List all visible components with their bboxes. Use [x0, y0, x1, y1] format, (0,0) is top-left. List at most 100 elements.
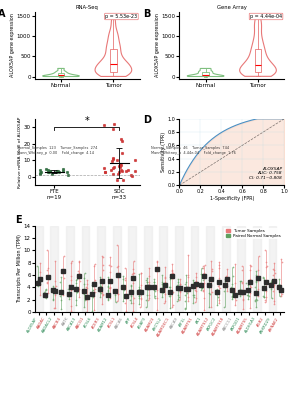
Point: [77, 278, 82, 284]
Point: [152, 294, 157, 301]
Point: [129, 282, 133, 288]
Point: [77, 274, 81, 280]
Text: p = 5.53e-23: p = 5.53e-23: [105, 14, 137, 19]
Point: [131, 276, 135, 282]
PathPatch shape: [110, 49, 117, 72]
Point: [113, 287, 118, 293]
Point: [152, 279, 157, 286]
Point: [176, 296, 181, 302]
Point: [176, 285, 180, 291]
Point: [230, 281, 235, 287]
Point: [84, 284, 89, 291]
Point: [167, 291, 172, 298]
Point: [144, 277, 148, 284]
Point: [209, 268, 214, 275]
Point: [45, 280, 50, 286]
PathPatch shape: [202, 72, 209, 76]
Point: [240, 289, 245, 295]
Point: [193, 281, 197, 287]
Point: [246, 292, 251, 298]
Point: [207, 280, 212, 286]
Point: [76, 274, 81, 280]
Point: [146, 291, 151, 298]
Point: [153, 283, 157, 289]
Point: [230, 295, 234, 302]
Text: D: D: [143, 116, 151, 126]
Point: [35, 282, 39, 289]
Point: [44, 286, 48, 293]
Point: [136, 288, 141, 294]
Point: [269, 278, 273, 285]
Point: [269, 283, 273, 289]
Point: [84, 296, 89, 302]
Point: [152, 286, 157, 293]
Point: [268, 280, 273, 286]
Point: [139, 288, 144, 294]
Point: [123, 277, 128, 284]
Point: [246, 287, 250, 294]
Point: [216, 259, 221, 265]
Point: [106, 287, 110, 294]
Point: [53, 305, 58, 311]
Point: [139, 270, 144, 276]
Point: [183, 304, 188, 311]
Point: [199, 265, 204, 272]
Point: [237, 290, 242, 296]
Point: [154, 307, 159, 313]
Point: [46, 290, 50, 296]
Point: [69, 287, 73, 293]
Point: [230, 263, 235, 270]
Bar: [81, 226, 89, 312]
Point: [92, 263, 96, 270]
Point: [191, 280, 196, 286]
Point: [82, 297, 87, 303]
Point: [130, 289, 135, 295]
Point: [99, 253, 104, 260]
Point: [45, 267, 49, 273]
Point: [209, 282, 214, 288]
Point: [98, 290, 103, 296]
Point: [256, 293, 260, 300]
Point: [191, 294, 196, 300]
Point: [153, 288, 157, 294]
Point: [207, 284, 212, 290]
Bar: [238, 226, 245, 312]
Point: [229, 292, 234, 299]
Point: [200, 277, 205, 284]
Point: [69, 273, 73, 279]
Point: [51, 285, 56, 291]
Point: [202, 262, 207, 268]
Point: [38, 281, 42, 288]
Point: [162, 300, 167, 307]
Point: [147, 285, 151, 292]
Point: [191, 292, 195, 298]
Point: [90, 307, 94, 314]
Point: [106, 297, 110, 303]
Point: [246, 286, 251, 292]
Point: [93, 286, 97, 292]
Point: [70, 258, 74, 264]
Point: [69, 284, 74, 291]
Point: [35, 279, 40, 285]
Point: [248, 262, 252, 268]
Point: [160, 287, 165, 293]
Point: [51, 286, 56, 293]
Point: [193, 288, 198, 294]
Point: [247, 292, 252, 299]
Point: [269, 282, 273, 288]
Point: [193, 283, 198, 290]
Point: [249, 284, 253, 290]
Point: [53, 292, 57, 298]
Point: [115, 291, 120, 297]
Point: [116, 272, 120, 279]
Point: [168, 283, 173, 290]
Point: [144, 285, 148, 291]
Point: [82, 290, 87, 297]
Point: [201, 288, 206, 294]
Point: [215, 302, 219, 308]
Text: A: A: [0, 9, 6, 19]
Point: [193, 287, 197, 294]
Point: [233, 261, 237, 268]
Point: [68, 303, 73, 309]
Point: [121, 287, 126, 293]
